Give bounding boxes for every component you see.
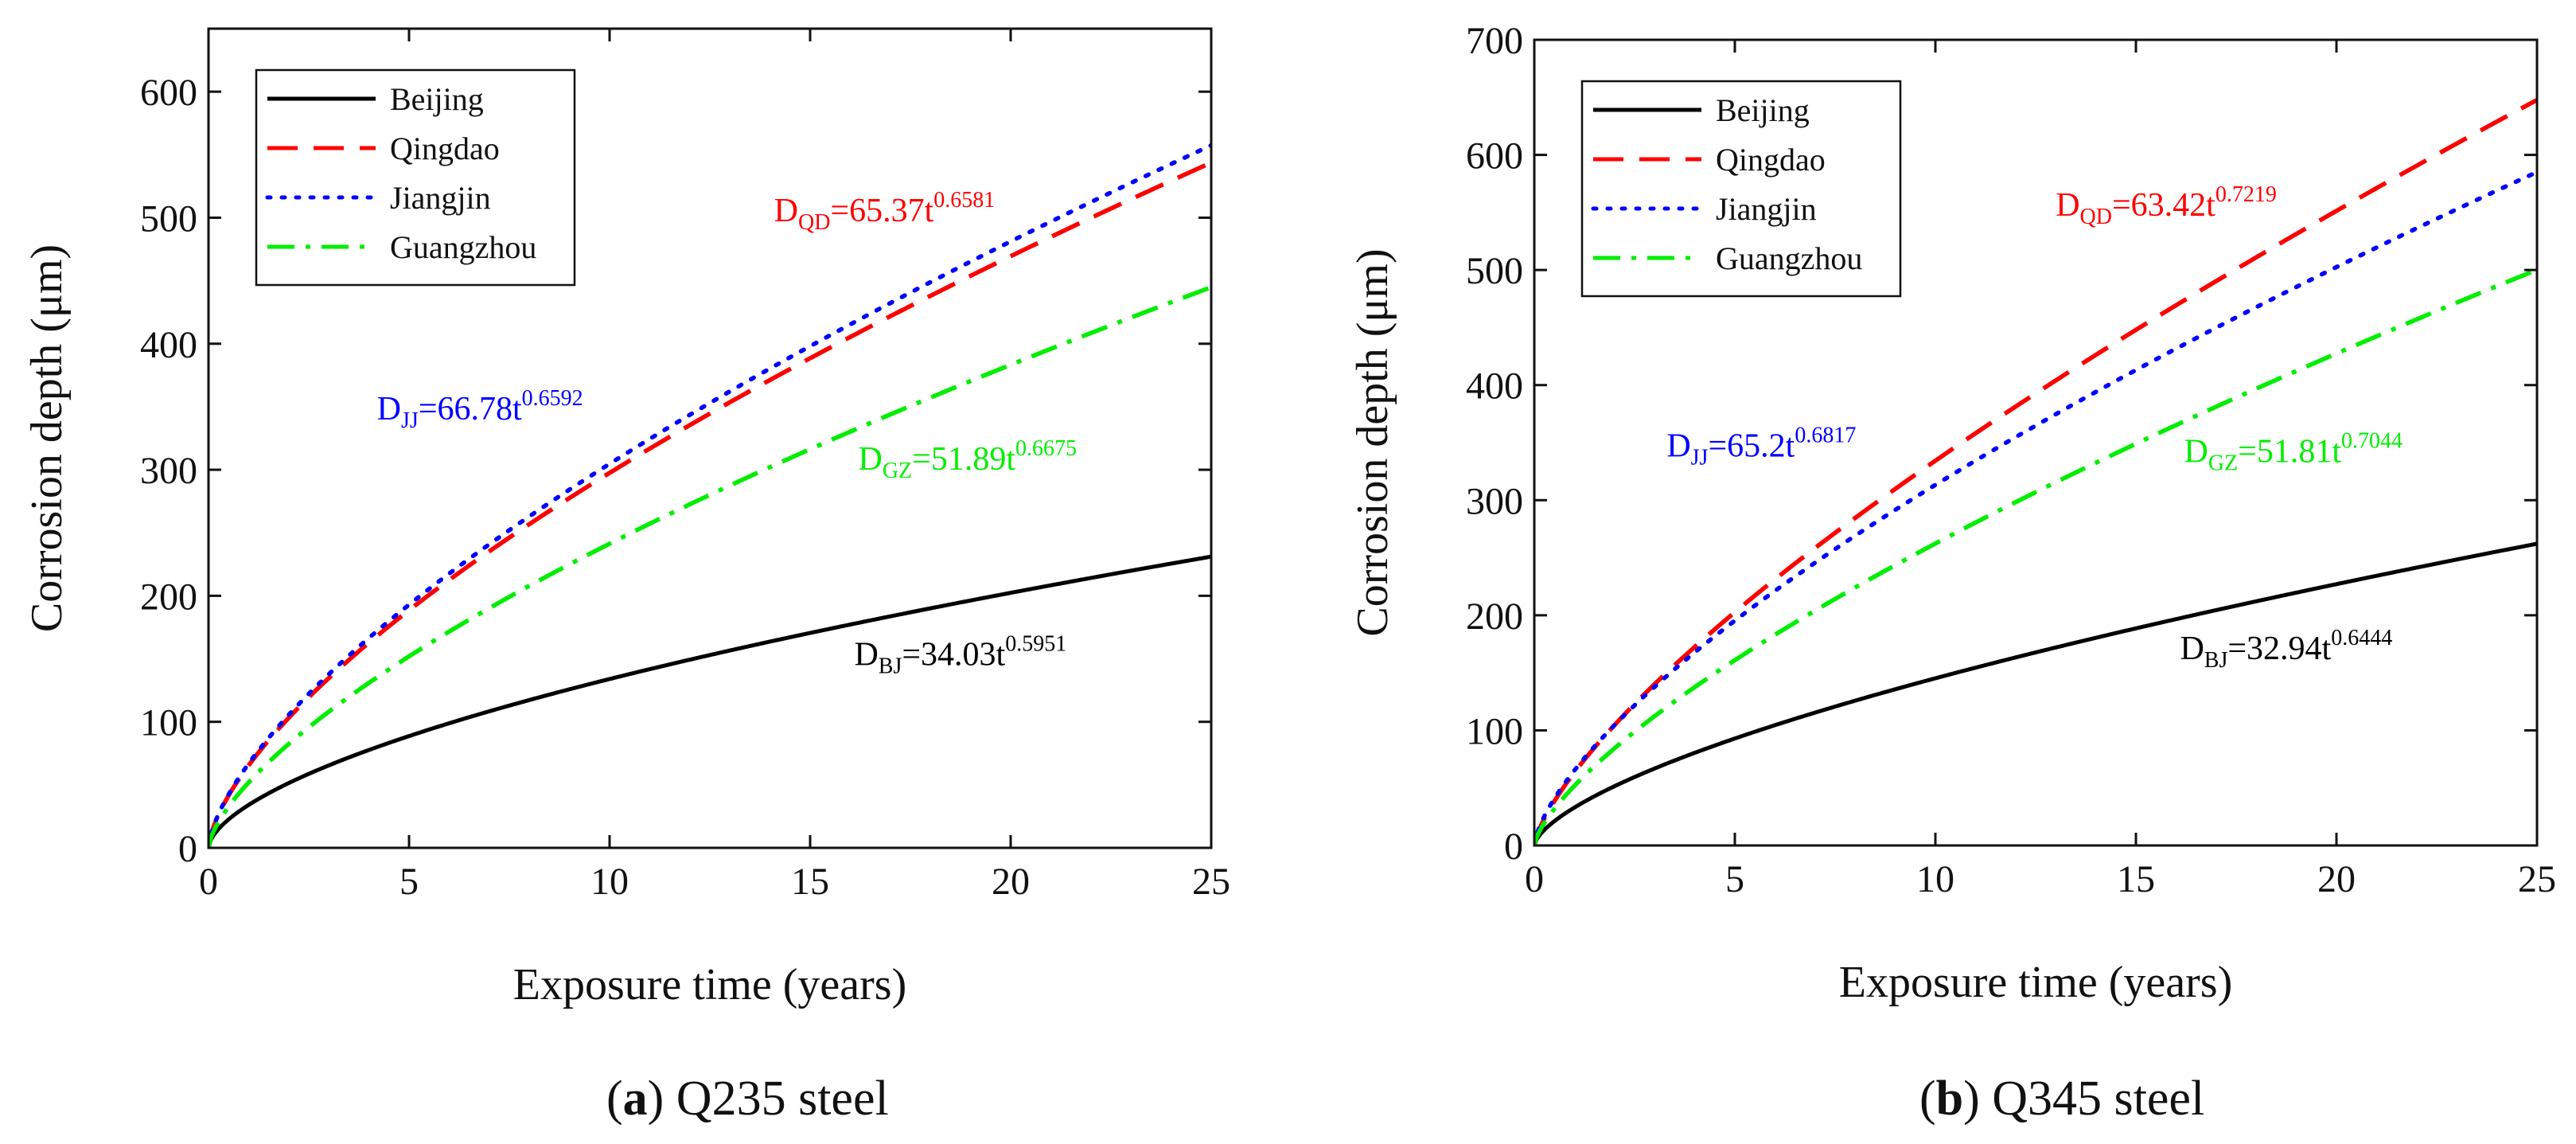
- legend-label-qingdao: Qingdao: [1716, 142, 1826, 178]
- y-tick-label: 500: [1466, 250, 1523, 292]
- y-axis-label: Corrosion depth (μm): [22, 244, 72, 632]
- panel-caption: (a) Q235 steel: [606, 1072, 889, 1126]
- x-tick-label: 10: [1916, 858, 1954, 900]
- equation-qingdao: DQD=65.37t0.6581: [774, 188, 996, 235]
- y-tick-label: 300: [140, 450, 197, 492]
- plot-frame: [207, 27, 1213, 849]
- series-line-beijing: [1534, 541, 2537, 845]
- legend-label-jiangjin: Jiangjin: [1716, 191, 1817, 227]
- legend-label-jiangjin: Jiangjin: [390, 180, 491, 216]
- legend-label-beijing: Beijing: [390, 81, 484, 117]
- x-tick-label: 25: [1192, 861, 1230, 903]
- x-tick-label: 0: [1525, 858, 1544, 900]
- equation-jiangjin: DJJ=66.78t0.6592: [377, 386, 583, 433]
- equation-jiangjin: DJJ=65.2t0.6817: [1666, 423, 1856, 470]
- y-tick-label: 100: [1466, 710, 1523, 752]
- panel-caption: (b) Q345 steel: [1919, 1072, 2204, 1126]
- y-tick-label: 100: [140, 702, 197, 744]
- y-axis-label: Corrosion depth (μm): [1348, 248, 1397, 636]
- x-tick-label: 15: [791, 861, 829, 903]
- x-axis-label: Exposure time (years): [1839, 958, 2232, 1007]
- y-tick-label: 0: [1504, 826, 1523, 868]
- equation-guangzhou: DGZ=51.89t0.6675: [858, 436, 1077, 483]
- y-tick-label: 600: [1466, 135, 1523, 178]
- equation-qingdao: DQD=63.42t0.7219: [2056, 182, 2277, 229]
- x-tick-label: 5: [1725, 858, 1744, 900]
- y-tick-label: 400: [140, 324, 197, 366]
- x-tick-label: 20: [992, 861, 1030, 903]
- legend-label-guangzhou: Guangzhou: [1716, 240, 1862, 276]
- y-tick-label: 600: [140, 72, 197, 114]
- series-line-guangzhou: [208, 285, 1211, 848]
- legend: Beijing Qingdao Jiangjin Guangzhou: [255, 68, 576, 287]
- legend-label-qingdao: Qingdao: [390, 131, 500, 166]
- chart-panel-a: 0 5 10 15 20 25 0 100 200 300 400 500 600 Exposure ti…: [22, 27, 1230, 1126]
- y-tick-label: 700: [1466, 20, 1523, 62]
- series-line-guangzhou: [1534, 267, 2537, 845]
- x-tick-label: 5: [399, 861, 419, 903]
- equation-guangzhou: DGZ=51.81t0.7044: [2184, 429, 2403, 476]
- x-tick-label: 20: [2317, 858, 2356, 900]
- x-axis-label: Exposure time (years): [513, 960, 906, 1009]
- equation-beijing: DBJ=32.94t0.6444: [2180, 626, 2392, 673]
- x-tick-label: 25: [2518, 858, 2556, 900]
- y-tick-label: 500: [140, 197, 197, 240]
- x-tick-label: 10: [590, 861, 629, 903]
- series-line-jiangjin: [208, 143, 1211, 848]
- y-tick-label: 200: [1466, 595, 1523, 638]
- legend-label-guangzhou: Guangzhou: [390, 229, 536, 265]
- legend-label-beijing: Beijing: [1716, 92, 1810, 128]
- series-line-beijing: [208, 554, 1211, 848]
- series-line-qingdao: [1534, 98, 2537, 845]
- plot-frame: [1533, 38, 2539, 847]
- y-tick-label: 200: [140, 576, 197, 618]
- y-tick-label: 400: [1466, 365, 1523, 408]
- x-tick-label: 0: [199, 861, 218, 903]
- y-tick-label: 0: [178, 828, 197, 870]
- legend-box: [255, 68, 576, 287]
- legend-box: [1580, 80, 1902, 298]
- series-line-qingdao: [208, 160, 1211, 848]
- equation-beijing: DBJ=34.03t0.5951: [854, 631, 1066, 678]
- legend: Beijing Qingdao Jiangjin Guangzhou: [1580, 80, 1902, 298]
- x-tick-label: 15: [2117, 858, 2155, 900]
- y-tick-label: 300: [1466, 480, 1523, 522]
- chart-panel-b: 0 5 10 15 20 25 0 100 200 300 400 500 600 700 Exposure…: [1348, 20, 2556, 1126]
